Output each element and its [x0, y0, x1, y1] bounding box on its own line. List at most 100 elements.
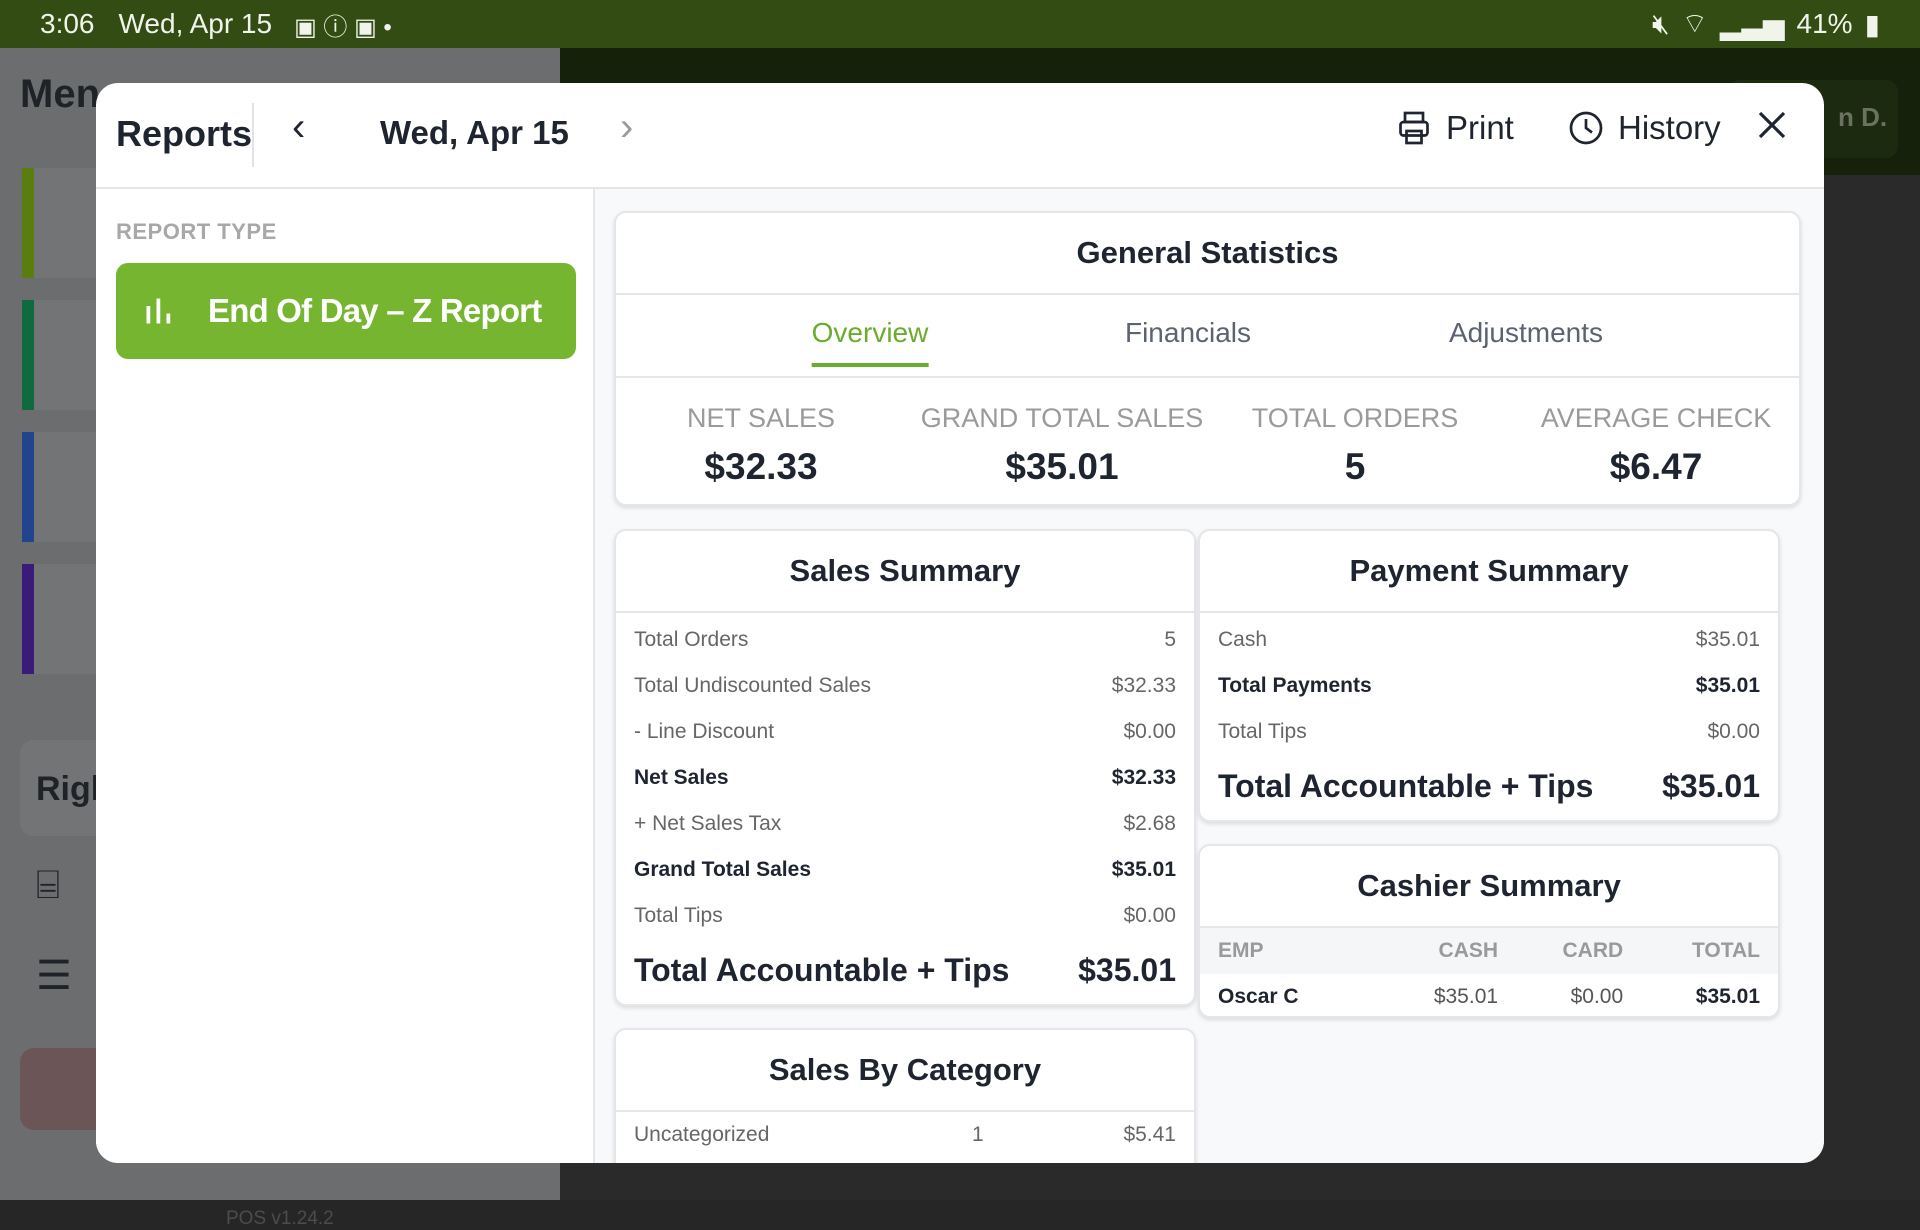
tab-financials[interactable]: Financials [1124, 317, 1252, 348]
card-title: Payment Summary [1200, 531, 1778, 613]
category-amount: $5.41 [1123, 1123, 1176, 1146]
summary-row: Cash $35.01 [1218, 617, 1760, 663]
row-label: Total Tips [634, 904, 723, 927]
cell-card: $0.00 [1570, 985, 1624, 1008]
cashier-summary-card: Cashier Summary EMP CASH CARD TOTAL Osca… [1198, 844, 1780, 1018]
column-header: CASH [1385, 928, 1517, 974]
summary-row: Total Orders 5 [634, 617, 1176, 663]
stat-net-sales: NET SALES $32.33 [687, 403, 835, 488]
row-label: Total Undiscounted Sales [634, 674, 871, 697]
battery-text: 41% [1796, 8, 1853, 39]
notification-icons: ▣ ⓘ ▣ • [294, 13, 392, 41]
summary-row: Net Sales $32.33 [634, 755, 1176, 801]
stat-label: TOTAL ORDERS [1251, 403, 1459, 433]
divider [252, 103, 254, 167]
row-value: $32.33 [1111, 766, 1176, 789]
signal-icon: ▂▃▅ [1719, 8, 1785, 40]
menu-title: Men [20, 72, 100, 116]
column-header: EMP [1200, 928, 1386, 974]
row-label: Total Tips [1218, 720, 1307, 743]
list-icon: ☰ [36, 954, 72, 998]
row-label: - Line Discount [634, 720, 775, 743]
statistics-tabs: Overview Financials Adjustments [616, 295, 1799, 378]
row-label: Net Sales [634, 766, 729, 789]
row-value: 5 [1164, 628, 1176, 651]
version-text: POS v1.24.2 [226, 1208, 334, 1229]
cell-emp: Oscar C [1218, 985, 1299, 1008]
row-label: Total Payments [1218, 674, 1372, 697]
general-statistics-card: General Statistics Overview Financials A… [614, 211, 1801, 506]
row-value: $35.01 [1111, 858, 1176, 881]
card-title: Sales By Category [616, 1030, 1194, 1112]
row-value: $0.00 [1123, 904, 1176, 927]
tab-adjustments[interactable]: Adjustments [1448, 317, 1604, 348]
sales-by-category-card: Sales By Category Uncategorized 1 $5.41 [614, 1028, 1196, 1163]
row-value: $35.01 [1695, 628, 1760, 651]
history-button[interactable]: History [1568, 109, 1721, 147]
chevron-left-icon: ‹ [292, 105, 306, 149]
category-qty: 1 [972, 1123, 984, 1146]
row-value: $35.01 [1662, 767, 1760, 804]
summary-row: Total Tips $0.00 [634, 893, 1176, 939]
print-button[interactable]: Print [1396, 109, 1514, 147]
payment-summary-card: Payment Summary Cash $35.01 Total Payments… [1198, 529, 1780, 822]
row-value: $2.68 [1123, 812, 1176, 835]
close-icon [1758, 111, 1786, 139]
row-label: Total Orders [634, 628, 749, 651]
row-label: Grand Total Sales [634, 858, 811, 881]
cell-total: $35.01 [1695, 985, 1760, 1008]
row-value: $0.00 [1123, 720, 1176, 743]
row-value: $0.00 [1707, 720, 1760, 743]
total-accountable-row: Total Accountable + Tips $35.01 [1218, 755, 1760, 817]
stat-label: GRAND TOTAL SALES [920, 403, 1204, 433]
row-value: $35.01 [1695, 674, 1760, 697]
cashier-table: EMP CASH CARD TOTAL Oscar C $35.01 $0.00… [1200, 928, 1778, 1016]
chevron-right-icon: › [620, 105, 634, 149]
print-label: Print [1446, 109, 1514, 146]
total-accountable-row: Total Accountable + Tips $35.01 [634, 939, 1176, 1001]
summary-row: Total Undiscounted Sales $32.33 [634, 663, 1176, 709]
mute-icon: 🔇︎ [1651, 7, 1670, 39]
status-time: 3:06 [40, 8, 95, 39]
stat-grand-total-sales: GRAND TOTAL SALES $35.01 [921, 403, 1204, 488]
stat-value: $35.01 [1005, 446, 1119, 487]
status-bar: 3:06 Wed, Apr 15 ▣ ⓘ ▣ • 🔇︎ ⌔ ▂▃▅ 41% ▮ [0, 0, 1920, 48]
summary-row: Grand Total Sales $35.01 [634, 847, 1176, 893]
history-label: History [1618, 109, 1721, 146]
row-label: Total Accountable + Tips [1218, 767, 1594, 804]
report-type-label: REPORT TYPE [116, 219, 277, 244]
stat-value: $6.47 [1609, 446, 1703, 487]
stat-value: $32.33 [704, 446, 818, 487]
table-row: Oscar C $35.01 $0.00 $35.01 [1200, 974, 1778, 1016]
bar-chart-icon [146, 298, 171, 324]
modal-header: Reports ‹ Wed, Apr 15 › Print History [96, 83, 1824, 189]
cell-cash: $35.01 [1433, 985, 1499, 1008]
close-button[interactable] [1756, 109, 1788, 141]
stat-total-orders: TOTAL ORDERS 5 [1252, 403, 1459, 488]
printer-icon [1399, 111, 1429, 145]
report-date: Wed, Apr 15 [380, 114, 569, 151]
stat-value: 5 [1344, 446, 1366, 487]
next-day-button[interactable]: › [620, 105, 633, 150]
card-title: Sales Summary [616, 531, 1194, 613]
row-label: + Net Sales Tax [634, 812, 782, 835]
battery-icon: ▮ [1864, 8, 1880, 40]
status-date: Wed, Apr 15 [118, 8, 273, 39]
summary-row: Total Tips $0.00 [1218, 709, 1760, 755]
stat-label: NET SALES [686, 403, 836, 433]
report-type-z-report[interactable]: End Of Day – Z Report [116, 263, 576, 359]
summary-row: + Net Sales Tax $2.68 [634, 801, 1176, 847]
register-icon: ⌸ [36, 863, 60, 907]
row-label: Total Accountable + Tips [634, 951, 1010, 988]
category-name: Uncategorized [634, 1123, 770, 1146]
row-value: $32.33 [1111, 674, 1176, 697]
column-header: TOTAL [1641, 928, 1778, 974]
previous-day-button[interactable]: ‹ [292, 105, 305, 150]
column-header: CARD [1516, 928, 1642, 974]
page-title: Reports [116, 113, 253, 154]
report-type-label-text: End Of Day – Z Report [208, 292, 542, 329]
summary-row: - Line Discount $0.00 [634, 709, 1176, 755]
tab-overview[interactable]: Overview [811, 317, 929, 367]
reports-modal: Reports ‹ Wed, Apr 15 › Print History RE… [96, 83, 1824, 1163]
stat-average-check: AVERAGE CHECK $6.47 [1541, 403, 1772, 488]
